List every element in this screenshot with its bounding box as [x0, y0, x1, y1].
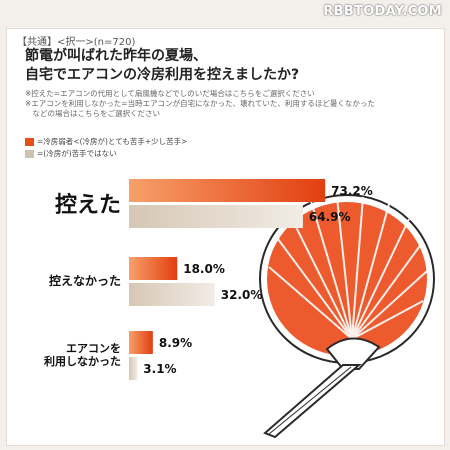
bar-s0-c0 [129, 179, 326, 202]
chart-title-line2: 自宅でエアコンの冷房利用を控えましたか? [25, 67, 300, 83]
note-line-1: ※控えた=エアコンの代用として扇風機などでしのいだ場合はこちらをご選択ください [25, 89, 315, 98]
category-label-1: 控えなかった [49, 273, 121, 288]
note-line-3: などの場合はこちらをご選択ください [25, 109, 160, 118]
data-label-s0-c0: 73.2% [331, 184, 373, 198]
note-line-2: ※エアコンを利用しなかった=当時エアコンが自宅になかった、壊れていた、利用するほ… [25, 99, 375, 108]
fan-illustration [259, 194, 435, 439]
bar-s1-c0 [129, 205, 303, 228]
chart-title-line1: 節電が叫ばれた昨年の夏場、 [25, 48, 207, 64]
data-label-s0-c1: 18.0% [183, 262, 225, 276]
bar-s0-c2 [129, 331, 153, 354]
legend-label-weak: =冷房弱者<(冷房が)とても苦手+少し苦手> [37, 137, 188, 146]
bar-s1-c1 [129, 283, 215, 306]
data-label-s1-c2: 3.1% [143, 362, 176, 376]
legend-item-not: =(冷房が)苦手ではない [25, 149, 117, 159]
bar-s0-c1 [129, 257, 178, 280]
legend-label-not: =(冷房が)苦手ではない [37, 149, 117, 158]
data-label-s0-c2: 8.9% [159, 336, 192, 350]
legend-item-weak: =冷房弱者<(冷房が)とても苦手+少し苦手> [25, 137, 187, 147]
category-label-0: 控えた [55, 192, 121, 218]
legend-swatch-weak [25, 138, 34, 146]
legend-swatch-not [25, 150, 34, 158]
survey-tag: 【共通】<択一>(n=720) [17, 37, 136, 48]
bar-s1-c2 [129, 357, 138, 380]
bars-layer: 控えた 73.2% 64.9% 控えなかった 18.0% 32.0% エアコンを利用しなかっ… [44, 179, 373, 380]
category-label-2: エアコンを利用しなかった [44, 342, 121, 368]
watermark: RBBTODAY.COM [323, 4, 442, 19]
bar-chart: 控えた 73.2% 64.9% 控えなかった 18.0% 32.0% エアコンを利用しなかっ… [44, 179, 435, 439]
data-label-s1-c1: 32.0% [221, 288, 263, 302]
data-label-s1-c0: 64.9% [309, 210, 351, 224]
chart-card: 【共通】<択一>(n=720) 節電が叫ばれた昨年の夏場、 自宅でエアコンの冷房… [6, 28, 445, 446]
